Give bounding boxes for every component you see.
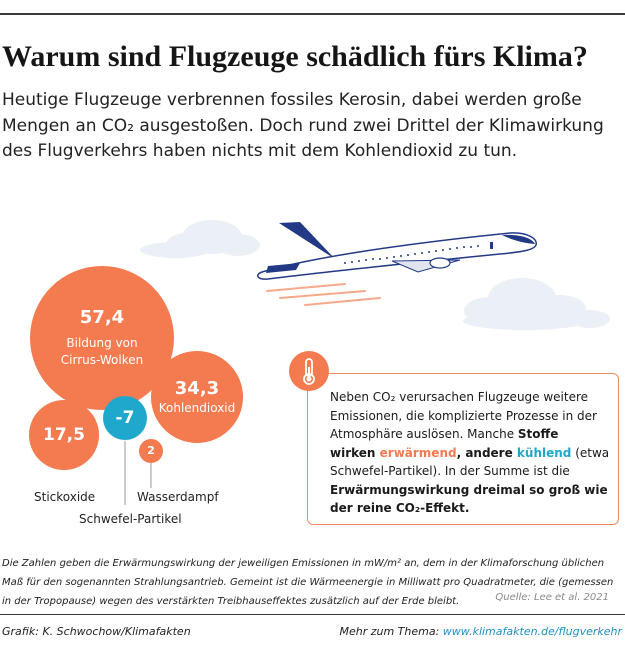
speed-lines <box>266 283 381 306</box>
label-connectors <box>124 441 152 505</box>
intro-text: Heutige Flugzeuge verbrennen fossiles Ke… <box>2 90 604 161</box>
more-info: Mehr zum Thema: www.klimafakten.de/flugv… <box>339 625 622 638</box>
cooling-word: kühlend <box>516 445 572 460</box>
cirrus-label-line2: Cirrus-Wolken <box>60 353 144 367</box>
sulfur-value: -7 <box>115 408 135 428</box>
more-info-prefix: Mehr zum Thema: <box>339 625 443 638</box>
info-text-part: (etwa Schwefel-Partikel). In der Summe i… <box>330 445 610 479</box>
warming-word: erwärmend <box>379 445 457 460</box>
co2-label: Kohlendioxid <box>158 400 236 415</box>
sulfur-bubble: -7 <box>103 396 147 440</box>
co2-bubble: 34,3 Kohlendioxid <box>151 351 243 443</box>
cirrus-bubble: 57,4 Bildung von Cirrus-Wolken <box>30 266 174 410</box>
water-label: Wasserdampf <box>137 490 219 504</box>
background-illustration <box>124 220 610 505</box>
sulfur-label: Schwefel-Partikel <box>79 512 182 526</box>
nox-value: 17,5 <box>43 425 85 445</box>
illustration-area: 57,4 Bildung von Cirrus-Wolken 34,3 Kohl… <box>0 195 625 540</box>
info-text-bold: Stoffe <box>517 427 559 441</box>
airplane-icon <box>256 222 537 280</box>
info-text-bold: Erwärmungswirkung dreimal so groß wie de… <box>330 482 608 516</box>
info-text-bold: wirken <box>330 445 380 460</box>
page-title: Warum sind Flugzeuge schädlich fürs Klim… <box>2 40 588 73</box>
co2-value: 34,3 <box>174 377 220 399</box>
nox-label: Stickoxide <box>34 490 96 504</box>
cirrus-label-line1: Bildung von <box>66 336 138 350</box>
cirrus-value: 57,4 <box>79 307 125 328</box>
footnote: Die Zahlen geben die Erwärmungswirkung d… <box>2 558 614 607</box>
graphic-credit: Grafik: K. Schwochow/Klimafakten <box>2 625 191 638</box>
cloud-icon <box>140 220 260 258</box>
info-text-bold: , andere <box>456 445 517 460</box>
cloud-icon <box>463 278 610 330</box>
info-text: Neben CO₂ verursachen Flugzeuge weitere … <box>330 388 612 518</box>
bottom-rule <box>0 614 625 615</box>
water-value: 2 <box>147 444 155 457</box>
thermometer-icon <box>289 351 329 391</box>
info-box: Neben CO₂ verursachen Flugzeuge weitere … <box>307 373 619 525</box>
nox-bubble: 17,5 <box>29 400 99 470</box>
info-text-part: Neben CO₂ verursachen Flugzeuge weitere … <box>330 390 597 441</box>
top-rule <box>0 13 625 15</box>
source-credit: Quelle: Lee et al. 2021 <box>495 592 609 603</box>
water-bubble: 2 <box>139 439 163 463</box>
more-info-link[interactable]: www.klimafakten.de/flugverkehr <box>442 625 622 638</box>
